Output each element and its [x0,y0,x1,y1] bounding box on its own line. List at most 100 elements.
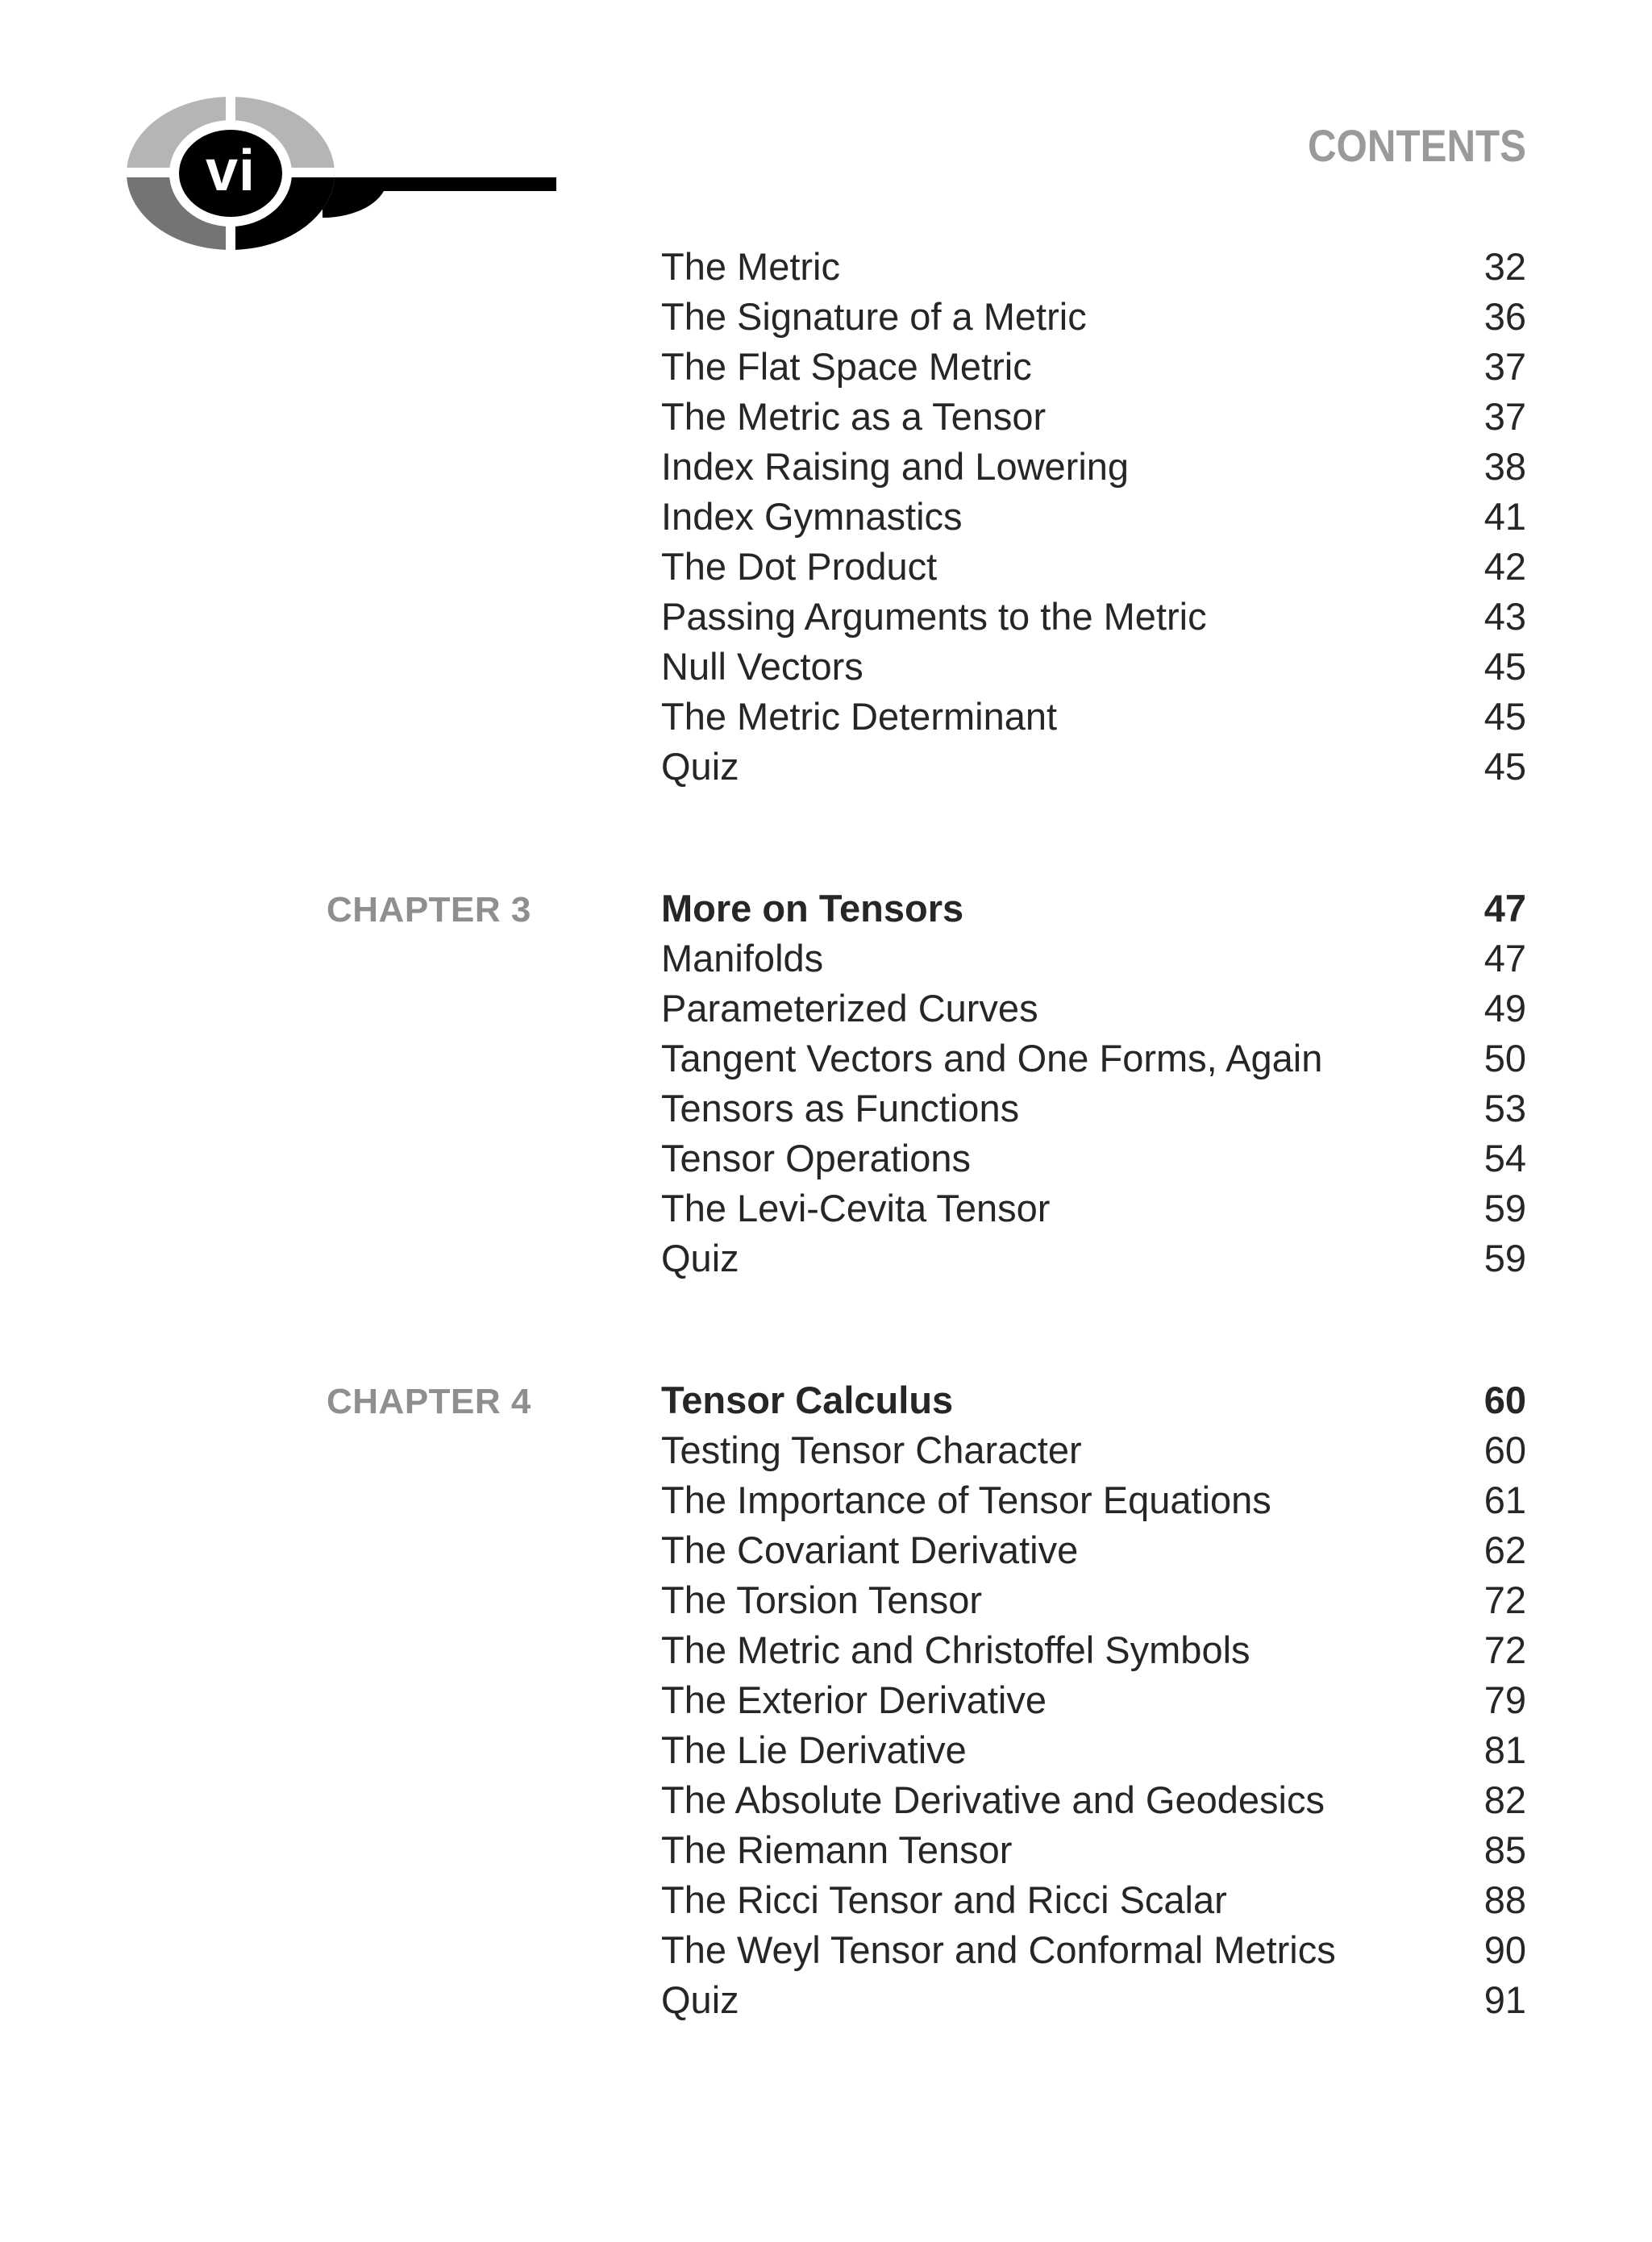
toc-entry-row: The Weyl Tensor and Conformal Metrics 90 [327,1925,1526,1975]
toc-entry-title: The Covariant Derivative [661,1529,1079,1571]
toc-entry-title: The Absolute Derivative and Geodesics [661,1778,1325,1821]
toc-entry-page-number: 72 [1483,1579,1526,1621]
toc-entry-row: The Covariant Derivative 62 [327,1525,1526,1575]
toc-entry-page-number: 54 [1483,1137,1526,1179]
toc-entry-page-number: 85 [1483,1828,1526,1871]
toc-entry-page-number: 59 [1483,1237,1526,1279]
toc-entry-title: Parameterized Curves [661,987,1038,1029]
chapter-label: CHAPTER 3 [327,890,531,930]
toc-entry-page-number: 47 [1483,937,1526,980]
toc-entry-title: The Torsion Tensor [661,1579,982,1621]
toc-entry-title: Tensor Operations [661,1137,972,1179]
toc-entry-row: The Torsion Tensor 72 [327,1575,1526,1625]
toc-entry-title: The Metric and Christoffel Symbols [661,1628,1250,1671]
toc-entry-title: The Metric as a Tensor [661,395,1047,438]
toc-entry-title: The Dot Product [661,545,938,588]
logo-rule-bar [290,177,556,191]
toc-entry-title: The Signature of a Metric [661,295,1087,338]
toc-entry-page-number: 37 [1483,345,1526,388]
toc-entry-title: The Levi-Cevita Tensor [661,1187,1051,1229]
toc-entry-page-number: 53 [1483,1087,1526,1129]
toc-entry-title: The Riemann Tensor [661,1828,1013,1871]
toc-entry-row: The Metric and Christoffel Symbols 72 [327,1625,1526,1675]
toc-entry-row: Quiz 59 [327,1233,1526,1283]
toc-entry-page-number: 81 [1483,1728,1526,1771]
page-corner-logo: vi [127,97,335,250]
toc-entry-row: The Metric as a Tensor 37 [327,392,1526,442]
toc-entry-page-number: 42 [1483,545,1526,588]
toc-entry-title: The Metric [661,245,840,288]
toc-entry-title: Quiz [661,745,739,788]
toc-entry-row: Null Vectors 45 [327,642,1526,692]
toc-entry-row: The Absolute Derivative and Geodesics 82 [327,1775,1526,1825]
toc-entry-page-number: 41 [1483,495,1526,538]
toc-entry-row: Index Raising and Lowering 38 [327,442,1526,492]
toc-section: CHAPTER 4 Tensor Calculus 60 Testing Tensor… [327,1375,1526,2025]
chapter-page-number: 47 [1483,887,1526,930]
toc-chapter-row: CHAPTER 4 Tensor Calculus 60 [327,1375,1526,1425]
toc-entry-row: Quiz 91 [327,1975,1526,2025]
toc-entry-title: Null Vectors [661,645,863,688]
toc-chapter-row: CHAPTER 3 More on Tensors 47 [327,884,1526,934]
logo-inner-disc: vi [179,130,282,217]
toc-entry-row: The Lie Derivative 81 [327,1725,1526,1775]
toc-entry-row: The Exterior Derivative 79 [327,1675,1526,1725]
page-number-folio: vi [205,139,256,203]
toc-entry-title: The Exterior Derivative [661,1678,1047,1721]
chapter-label: CHAPTER 4 [327,1382,531,1421]
toc-entry-title: The Ricci Tensor and Ricci Scalar [661,1878,1227,1921]
chapter-title: More on Tensors [661,887,964,930]
toc-entry-page-number: 59 [1483,1187,1526,1229]
toc-entry-title: Quiz [661,1237,739,1279]
toc: The Metric 32 The Signature of a Metric 36 T… [327,242,1526,2025]
toc-section: The Metric 32 The Signature of a Metric 36 T… [327,242,1526,792]
toc-entry-page-number: 72 [1483,1628,1526,1671]
toc-section: CHAPTER 3 More on Tensors 47 Manifolds 47 Par… [327,884,1526,1283]
toc-entry-row: Passing Arguments to the Metric 43 [327,592,1526,642]
toc-entry-row: Index Gymnastics 41 [327,492,1526,542]
toc-entry-page-number: 49 [1483,987,1526,1029]
chapter-title: Tensor Calculus [661,1379,954,1421]
toc-entry-page-number: 45 [1483,745,1526,788]
toc-entry-page-number: 82 [1483,1778,1526,1821]
toc-entry-title: Index Raising and Lowering [661,445,1130,488]
toc-entry-title: Passing Arguments to the Metric [661,595,1207,638]
toc-entry-page-number: 91 [1483,1978,1526,2021]
toc-entry-row: The Flat Space Metric 37 [327,342,1526,392]
toc-entry-title: Quiz [661,1978,739,2021]
toc-entry-title: Testing Tensor Character [661,1429,1082,1471]
toc-entry-page-number: 62 [1483,1529,1526,1571]
toc-entry-title: The Lie Derivative [661,1728,967,1771]
toc-entry-page-number: 45 [1483,645,1526,688]
toc-entry-page-number: 79 [1483,1678,1526,1721]
toc-entry-row: Tensor Operations 54 [327,1133,1526,1183]
toc-entry-row: The Levi-Cevita Tensor 59 [327,1183,1526,1233]
toc-entry-title: Manifolds [661,937,824,980]
toc-entry-row: Parameterized Curves 49 [327,984,1526,1034]
toc-entry-row: The Metric Determinant 45 [327,692,1526,742]
toc-entry-title: The Metric Determinant [661,695,1058,738]
toc-entry-title: Tensors as Functions [661,1087,1020,1129]
toc-entry-row: Testing Tensor Character 60 [327,1425,1526,1475]
chapter-page-number: 60 [1483,1379,1526,1421]
toc-entry-row: The Signature of a Metric 36 [327,292,1526,342]
toc-entry-page-number: 32 [1483,245,1526,288]
toc-entry-page-number: 90 [1483,1928,1526,1971]
toc-entry-row: Quiz 45 [327,742,1526,792]
toc-entry-page-number: 37 [1483,395,1526,438]
toc-entry-row: Manifolds 47 [327,934,1526,984]
toc-entry-title: The Flat Space Metric [661,345,1032,388]
toc-entry-row: The Ricci Tensor and Ricci Scalar 88 [327,1875,1526,1925]
toc-entry-title: Index Gymnastics [661,495,963,538]
toc-entry-row: The Metric 32 [327,242,1526,292]
toc-entry-row: Tangent Vectors and One Forms, Again 50 [327,1034,1526,1084]
toc-entry-page-number: 88 [1483,1878,1526,1921]
toc-entry-title: The Weyl Tensor and Conformal Metrics [661,1928,1336,1971]
toc-entry-row: Tensors as Functions 53 [327,1084,1526,1133]
toc-entry-page-number: 38 [1483,445,1526,488]
toc-entry-page-number: 60 [1483,1429,1526,1471]
toc-entry-row: The Riemann Tensor 85 [327,1825,1526,1875]
toc-entry-row: The Importance of Tensor Equations 61 [327,1475,1526,1525]
toc-entry-page-number: 45 [1483,695,1526,738]
